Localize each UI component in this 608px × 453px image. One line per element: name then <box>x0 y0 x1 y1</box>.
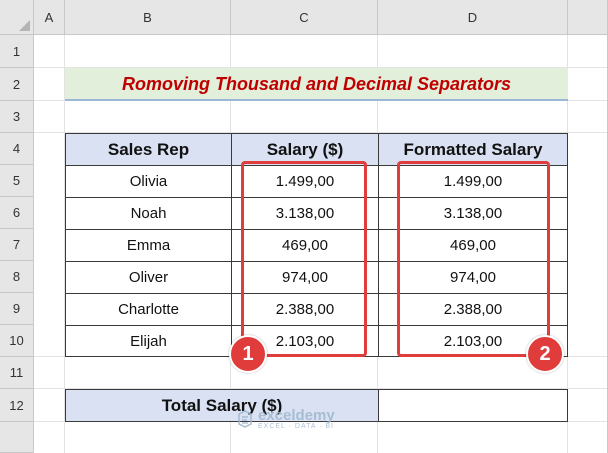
table-cell-rep[interactable]: Elijah <box>65 325 232 357</box>
table-cell-rep[interactable]: Oliver <box>65 261 232 294</box>
gridline <box>34 132 608 133</box>
header-sales-rep[interactable]: Sales Rep <box>65 133 232 166</box>
watermark: exceldemy EXCEL · DATA · BI <box>236 408 335 430</box>
table-cell-formatted[interactable]: 2.388,00 <box>378 293 568 326</box>
table-cell-salary[interactable]: 1.499,00 <box>231 165 379 198</box>
page-title: Romoving Thousand and Decimal Separators <box>121 73 512 94</box>
select-all-button[interactable] <box>0 0 34 35</box>
column-header-c[interactable]: C <box>231 0 378 35</box>
row-header-9[interactable]: 9 <box>0 293 34 325</box>
column-header-d[interactable]: D <box>378 0 568 35</box>
select-all-triangle-icon <box>19 20 30 31</box>
exceldemy-logo-icon <box>238 410 252 428</box>
row-header-12[interactable]: 12 <box>0 389 34 422</box>
column-header-e[interactable] <box>568 0 608 35</box>
watermark-subtitle: EXCEL · DATA · BI <box>258 423 334 430</box>
gridline <box>34 67 608 68</box>
table-cell-formatted[interactable]: 1.499,00 <box>378 165 568 198</box>
table-cell-formatted[interactable]: 3.138,00 <box>378 197 568 230</box>
row-header-2[interactable]: 2 <box>0 68 34 101</box>
row-header-4[interactable]: 4 <box>0 133 34 165</box>
table-cell-rep[interactable]: Noah <box>65 197 232 230</box>
total-salary-label[interactable]: Total Salary ($) <box>65 389 379 422</box>
row-header-1[interactable]: 1 <box>0 35 34 68</box>
total-salary-value[interactable] <box>378 389 568 422</box>
row-header-5[interactable]: 5 <box>0 165 34 197</box>
watermark-name: exceldemy <box>258 407 335 424</box>
row-header-11[interactable]: 11 <box>0 357 34 389</box>
row-header-3[interactable]: 3 <box>0 101 34 133</box>
title-cell[interactable]: Romoving Thousand and Decimal Separators <box>65 68 568 100</box>
row-header-7[interactable]: 7 <box>0 229 34 261</box>
table-cell-rep[interactable]: Charlotte <box>65 293 232 326</box>
highlight-box-formatted <box>397 161 550 357</box>
gridline <box>64 35 65 453</box>
header-salary[interactable]: Salary ($) <box>231 133 379 166</box>
highlight-box-salary <box>241 161 367 357</box>
row-header-8[interactable]: 8 <box>0 261 34 293</box>
table-cell-rep[interactable]: Emma <box>65 229 232 262</box>
table-cell-salary[interactable]: 469,00 <box>231 229 379 262</box>
row-header-6[interactable]: 6 <box>0 197 34 229</box>
table-cell-salary[interactable]: 3.138,00 <box>231 197 379 230</box>
gridline <box>34 388 608 389</box>
table-cell-rep[interactable]: Olivia <box>65 165 232 198</box>
column-header-a[interactable]: A <box>34 0 65 35</box>
step-badge-2: 2 <box>526 335 564 373</box>
column-header-b[interactable]: B <box>65 0 231 35</box>
step-badge-1: 1 <box>229 335 267 373</box>
table-cell-salary[interactable]: 974,00 <box>231 261 379 294</box>
row-header-10[interactable]: 10 <box>0 325 34 357</box>
table-cell-salary[interactable]: 2.388,00 <box>231 293 379 326</box>
title-underline <box>65 99 568 101</box>
row-header-13[interactable] <box>0 422 34 453</box>
header-formatted-salary[interactable]: Formatted Salary <box>378 133 568 166</box>
table-cell-formatted[interactable]: 469,00 <box>378 229 568 262</box>
